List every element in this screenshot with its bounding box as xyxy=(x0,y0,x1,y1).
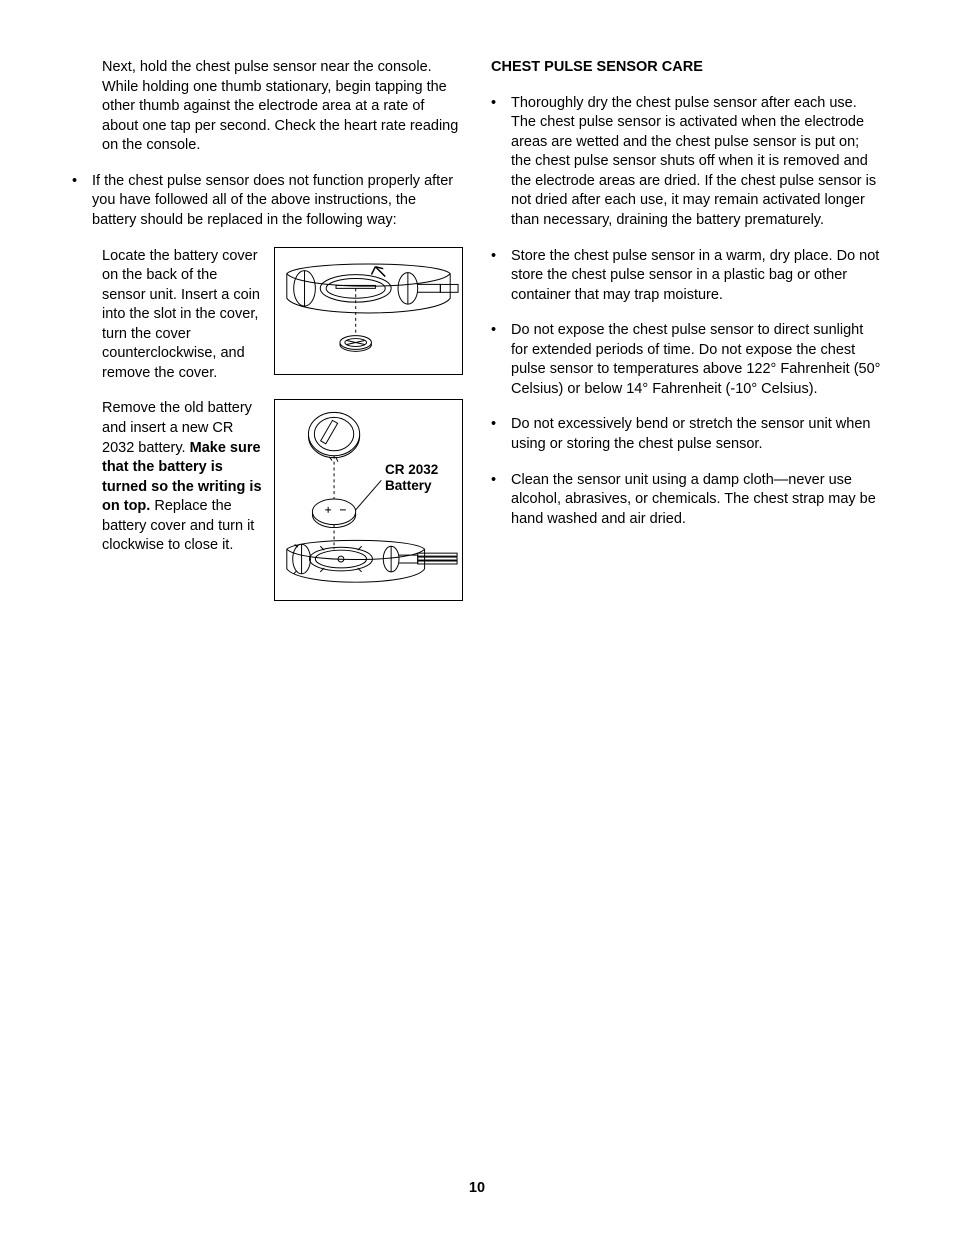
section-heading: CHEST PULSE SENSOR CARE xyxy=(491,58,882,78)
bullet-marker: • xyxy=(491,247,511,306)
bullet-item: • Do not expose the chest pulse sensor t… xyxy=(491,321,882,399)
bullet-text: Do not excessively bend or stretch the s… xyxy=(511,415,882,454)
bullet-marker: • xyxy=(491,94,511,231)
bullet-text: Store the chest pulse sensor in a warm, … xyxy=(511,247,882,306)
bullet-item: • If the chest pulse sensor does not fun… xyxy=(72,172,463,231)
step1-text: Locate the battery cover on the back of … xyxy=(102,247,262,384)
step1-block: Locate the battery cover on the back of … xyxy=(102,247,463,384)
bullet-item: • Store the chest pulse sensor in a warm… xyxy=(491,247,882,306)
bullet-marker: • xyxy=(491,415,511,454)
bullet-marker: • xyxy=(491,321,511,399)
bullet-marker: • xyxy=(491,471,511,530)
figure-battery-cover xyxy=(274,247,463,375)
step2-text: Remove the old battery and insert a new … xyxy=(102,399,262,601)
bullet-item: • Clean the sensor unit using a damp clo… xyxy=(491,471,882,530)
bullet-item: • Do not excessively bend or stretch the… xyxy=(491,415,882,454)
bullet-text: Thoroughly dry the chest pulse sensor af… xyxy=(511,94,882,231)
bullet-text: Clean the sensor unit using a damp cloth… xyxy=(511,471,882,530)
figure-battery-insert: CR 2032 Battery xyxy=(274,399,463,601)
bullet-text: If the chest pulse sensor does not funct… xyxy=(92,172,463,231)
page-number: 10 xyxy=(0,1179,954,1199)
left-column: Next, hold the chest pulse sensor near t… xyxy=(72,58,463,617)
page-content: Next, hold the chest pulse sensor near t… xyxy=(0,0,954,617)
bullet-item: • Thoroughly dry the chest pulse sensor … xyxy=(491,94,882,231)
battery-insert-diagram xyxy=(275,400,462,600)
intro-paragraph: Next, hold the chest pulse sensor near t… xyxy=(102,58,463,156)
bullet-text: Do not expose the chest pulse sensor to … xyxy=(511,321,882,399)
bullet-marker: • xyxy=(72,172,92,231)
battery-cover-diagram xyxy=(275,248,462,374)
step2-block: Remove the old battery and insert a new … xyxy=(102,399,463,601)
figure-label-line2: Battery xyxy=(385,478,432,494)
right-column: CHEST PULSE SENSOR CARE • Thoroughly dry… xyxy=(491,58,882,617)
figure-label-line1: CR 2032 xyxy=(385,462,438,478)
